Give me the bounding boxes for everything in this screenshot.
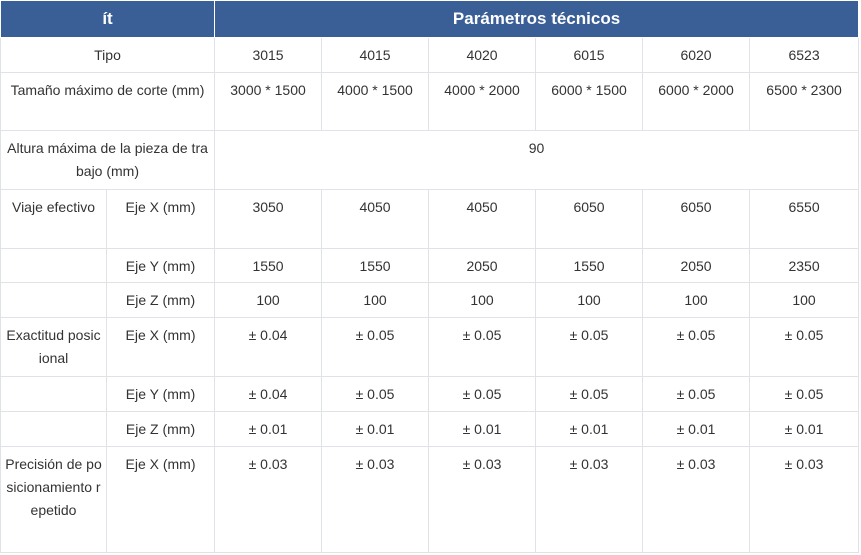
axis-label: Eje Z (mm) (105, 282, 216, 318)
value-cell: 3050 (214, 189, 323, 249)
value-cell: 1550 (214, 248, 323, 283)
value-cell: ± 0.01 (535, 411, 644, 447)
value-cell: ± 0.03 (321, 446, 430, 553)
value-cell: ± 0.04 (214, 376, 323, 412)
cut-size-cell: 4000 * 2000 (428, 72, 537, 131)
value-cell: 100 (321, 282, 430, 318)
empty-group-cell (0, 248, 107, 283)
travel-y-row: Eje Y (mm) 1550 1550 2050 1550 2050 2350 (0, 248, 860, 283)
value-cell: 100 (428, 282, 537, 318)
travel-z-row: Eje Z (mm) 100 100 100 100 100 100 (0, 282, 860, 318)
accuracy-y-row: Eje Y (mm) ± 0.04 ± 0.05 ± 0.05 ± 0.05 ±… (0, 376, 860, 412)
type-label: Tipo (0, 37, 216, 73)
travel-group-label: Viaje efectivo (0, 189, 107, 249)
value-cell: ± 0.05 (749, 376, 860, 412)
cut-size-cell: 6500 * 2300 (749, 72, 860, 131)
type-row: Tipo 3015 4015 4020 6015 6020 6523 (0, 37, 860, 73)
cut-size-cell: 6000 * 2000 (642, 72, 751, 131)
value-cell: 4050 (428, 189, 537, 249)
value-cell: ± 0.03 (535, 446, 644, 553)
value-cell: ± 0.05 (321, 317, 430, 377)
parameters-header: Parámetros técnicos (214, 0, 860, 38)
value-cell: 1550 (321, 248, 430, 283)
value-cell: 2050 (428, 248, 537, 283)
accuracy-group-label: Exactitud posicional (0, 317, 107, 377)
repeat-group-label: Precisión de posicionamiento repetido (0, 446, 107, 553)
value-cell: 100 (214, 282, 323, 318)
axis-label: Eje X (mm) (105, 446, 216, 553)
value-cell: ± 0.05 (535, 317, 644, 377)
type-cell: 3015 (214, 37, 323, 73)
value-cell: ± 0.04 (214, 317, 323, 377)
type-cell: 4015 (321, 37, 430, 73)
value-cell: 100 (535, 282, 644, 318)
empty-group-cell (0, 282, 107, 318)
value-cell: 6050 (535, 189, 644, 249)
cut-size-cell: 4000 * 1500 (321, 72, 430, 131)
value-cell: 2050 (642, 248, 751, 283)
travel-x-row: Viaje efectivo Eje X (mm) 3050 4050 4050… (0, 189, 860, 249)
value-cell: 1550 (535, 248, 644, 283)
value-cell: ± 0.05 (749, 317, 860, 377)
value-cell: ± 0.03 (214, 446, 323, 553)
value-cell: 2350 (749, 248, 860, 283)
header-row: ít Parámetros técnicos (0, 0, 860, 38)
value-cell: ± 0.01 (321, 411, 430, 447)
empty-group-cell (0, 376, 107, 412)
axis-label: Eje Y (mm) (105, 248, 216, 283)
axis-label: Eje Y (mm) (105, 376, 216, 412)
cut-size-cell: 3000 * 1500 (214, 72, 323, 131)
value-cell: 4050 (321, 189, 430, 249)
accuracy-x-row: Exactitud posicional Eje X (mm) ± 0.04 ±… (0, 317, 860, 377)
cut-size-label: Tamaño máximo de corte (mm) (0, 72, 216, 131)
max-height-row: Altura máxima de la pieza de trabajo (mm… (0, 130, 860, 190)
value-cell: 6050 (642, 189, 751, 249)
value-cell: ± 0.03 (749, 446, 860, 553)
cut-size-cell: 6000 * 1500 (535, 72, 644, 131)
type-cell: 6523 (749, 37, 860, 73)
value-cell: ± 0.05 (535, 376, 644, 412)
value-cell: ± 0.05 (642, 376, 751, 412)
value-cell: ± 0.05 (428, 317, 537, 377)
accuracy-z-row: Eje Z (mm) ± 0.01 ± 0.01 ± 0.01 ± 0.01 ±… (0, 411, 860, 447)
value-cell: ± 0.01 (214, 411, 323, 447)
max-height-label: Altura máxima de la pieza de trabajo (mm… (0, 130, 216, 190)
axis-label: Eje X (mm) (105, 317, 216, 377)
type-cell: 6020 (642, 37, 751, 73)
axis-label: Eje Z (mm) (105, 411, 216, 447)
value-cell: ± 0.05 (642, 317, 751, 377)
value-cell: ± 0.01 (642, 411, 751, 447)
type-cell: 4020 (428, 37, 537, 73)
value-cell: 100 (642, 282, 751, 318)
value-cell: ± 0.05 (321, 376, 430, 412)
value-cell: ± 0.03 (428, 446, 537, 553)
axis-label: Eje X (mm) (105, 189, 216, 249)
value-cell: ± 0.01 (749, 411, 860, 447)
empty-group-cell (0, 411, 107, 447)
max-height-value: 90 (214, 130, 860, 190)
value-cell: ± 0.01 (428, 411, 537, 447)
item-header: ít (0, 0, 216, 38)
value-cell: ± 0.05 (428, 376, 537, 412)
value-cell: ± 0.03 (642, 446, 751, 553)
value-cell: 6550 (749, 189, 860, 249)
value-cell: 100 (749, 282, 860, 318)
type-cell: 6015 (535, 37, 644, 73)
cut-size-row: Tamaño máximo de corte (mm) 3000 * 1500 … (0, 72, 860, 131)
repeat-x-row: Precisión de posicionamiento repetido Ej… (0, 446, 860, 553)
